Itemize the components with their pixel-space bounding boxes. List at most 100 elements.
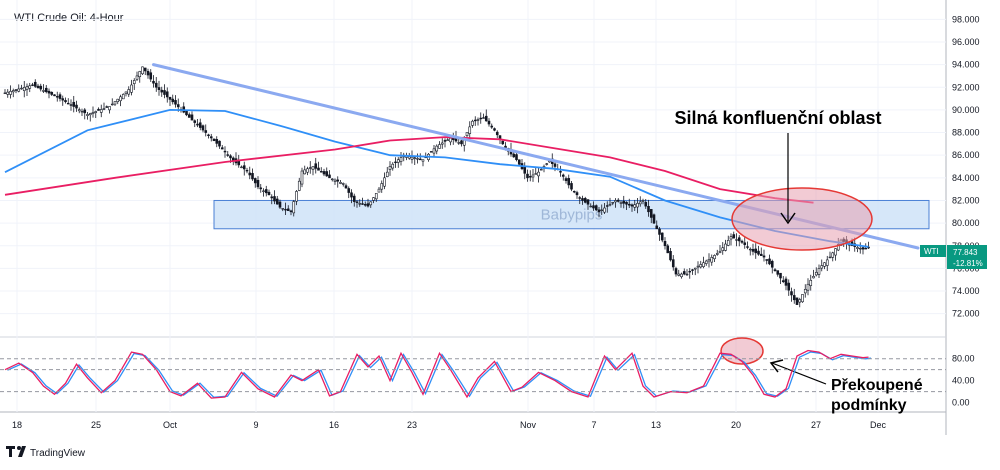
candle-body	[72, 101, 76, 107]
candle-body	[443, 140, 447, 142]
candle-body	[608, 203, 612, 206]
candle-body	[108, 106, 111, 111]
candle-body	[44, 87, 48, 93]
candle-body	[435, 145, 439, 152]
candle-body	[306, 168, 309, 173]
candle-body	[487, 120, 491, 125]
candle-body	[603, 207, 606, 213]
candle-body	[792, 295, 796, 301]
candle-body	[363, 204, 367, 206]
candle-body	[759, 253, 763, 256]
tv-logo-dot	[17, 446, 21, 450]
candle-body	[801, 294, 804, 303]
candle-body	[105, 106, 109, 108]
candle-body	[135, 75, 139, 80]
candle-body	[350, 192, 353, 198]
candle-body	[622, 200, 626, 204]
tradingview-logo[interactable]: TradingView	[6, 446, 86, 459]
candle-body	[193, 120, 197, 123]
time-tick-label: 23	[407, 420, 417, 430]
brand-text: TradingView	[30, 448, 86, 459]
time-tick-label: 7	[591, 420, 596, 430]
candle-body	[534, 173, 538, 175]
price-tick-label: 84.000	[952, 173, 980, 183]
symbol-text: WTI	[924, 247, 939, 256]
candle-body	[333, 179, 337, 182]
candle-body	[751, 248, 755, 252]
overbought-arrow-head	[769, 359, 784, 373]
price-tick-label: 74.000	[952, 286, 980, 296]
candle-body	[781, 280, 785, 282]
time-tick-label: 16	[329, 420, 339, 430]
candle-body	[501, 140, 505, 145]
candle-body	[531, 174, 535, 178]
candle-body	[757, 250, 760, 255]
candle-body	[240, 166, 243, 169]
candle-body	[773, 269, 777, 271]
candle-body	[262, 190, 265, 192]
candle-body	[273, 196, 276, 202]
candle-body	[627, 203, 631, 206]
candle-body	[748, 248, 752, 251]
candle-body	[154, 82, 158, 88]
candle-body	[138, 71, 142, 78]
candle-body	[825, 259, 829, 266]
candle-body	[143, 67, 147, 72]
candle-body	[344, 185, 348, 189]
candle-body	[449, 137, 452, 143]
candle-body	[165, 91, 169, 98]
candle-body	[770, 260, 774, 268]
candle-body	[677, 273, 681, 276]
candle-body	[267, 191, 271, 196]
oscillator-k-line	[4, 349, 869, 399]
candle-body	[204, 130, 208, 133]
candle-body	[680, 273, 683, 278]
candle-body	[578, 197, 582, 199]
candle-body	[682, 271, 686, 275]
candle-body	[671, 259, 675, 268]
candle-body	[190, 114, 194, 121]
candle-body	[212, 138, 216, 141]
candle-body	[597, 209, 601, 213]
candle-body	[495, 131, 499, 136]
candle-body	[795, 297, 799, 305]
candle-body	[688, 270, 692, 273]
candle-body	[614, 200, 617, 203]
candle-body	[644, 202, 648, 207]
price-tick-label: 96.000	[952, 37, 980, 47]
candle-body	[592, 205, 595, 209]
candle-body	[625, 201, 628, 205]
candle-body	[36, 85, 40, 89]
oscillator-tick-label: 80.00	[952, 354, 975, 364]
candle-body	[399, 157, 403, 162]
candle-body	[515, 154, 518, 161]
candle-body	[611, 202, 615, 204]
candle-body	[658, 228, 661, 235]
candle-body	[812, 276, 815, 279]
candle-body	[636, 202, 639, 208]
candle-body	[553, 163, 557, 167]
candle-body	[803, 289, 807, 294]
candle-body	[418, 158, 422, 161]
candle-body	[471, 120, 474, 126]
candle-body	[53, 94, 56, 97]
candle-body	[339, 182, 342, 184]
candle-body	[185, 110, 188, 116]
candle-body	[160, 89, 164, 93]
candle-body	[229, 155, 232, 159]
candle-body	[220, 147, 224, 150]
candle-body	[61, 98, 65, 101]
candle-body	[176, 104, 180, 108]
candle-body	[465, 132, 469, 136]
oscillator-tick-label: 40.00	[952, 376, 975, 386]
candle-body	[226, 154, 230, 156]
candle-body	[559, 171, 562, 173]
candle-body	[281, 208, 285, 210]
candle-body	[484, 115, 488, 122]
candle-body	[817, 268, 821, 275]
candle-body	[218, 140, 221, 147]
candle-body	[743, 242, 747, 245]
candle-body	[517, 159, 521, 165]
candle-body	[141, 66, 144, 75]
